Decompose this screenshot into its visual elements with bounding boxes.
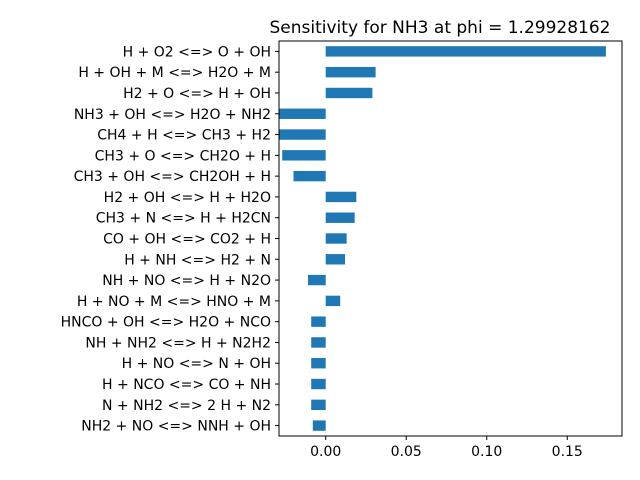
bar-10 — [325, 254, 346, 265]
bar-16 — [311, 378, 326, 390]
bar-17 — [311, 399, 326, 411]
bar-11 — [307, 274, 326, 286]
bar-5 — [282, 150, 326, 161]
bar-2 — [325, 87, 373, 99]
category-label: CH3 + OH <=> CH2OH + H — [74, 169, 271, 185]
bar-18 — [312, 420, 326, 431]
category-label: NH3 + OH <=> H2O + NH2 — [74, 107, 271, 123]
bar-7 — [325, 191, 357, 203]
category-label: H2 + OH <=> H + H2O — [104, 190, 271, 206]
bar-12 — [325, 295, 341, 307]
bar-3 — [279, 108, 326, 119]
bar-4 — [279, 129, 326, 140]
category-label: H + NO + M <=> HNO + M — [77, 294, 271, 310]
x-tick-label: 0.05 — [391, 444, 422, 460]
category-label: N + NH2 <=> 2 H + N2 — [102, 398, 271, 414]
category-label: H + NCO <=> CO + NH — [102, 377, 271, 393]
bar-13 — [311, 316, 326, 327]
category-label: CH3 + O <=> CH2O + H — [95, 148, 271, 164]
bar-0 — [325, 46, 606, 57]
plot-frame — [278, 40, 623, 437]
bar-9 — [325, 233, 347, 244]
category-labels: H + O2 <=> O + OH H + OH + M <=> H2O + M H… — [61, 44, 279, 435]
category-label: H + NH <=> H2 + N — [124, 252, 271, 268]
category-label: HNCO + OH <=> H2O + NCO — [61, 315, 271, 331]
category-label: CH4 + H <=> CH3 + H2 — [97, 128, 271, 144]
bar-8 — [325, 212, 355, 223]
chart-title: Sensitivity for NH3 at phi = 1.29928162 — [270, 18, 611, 38]
category-label: H + NO <=> N + OH — [122, 356, 271, 372]
category-label: H + O2 <=> O + OH — [123, 44, 271, 60]
category-label: CH3 + N <=> H + H2CN — [96, 211, 271, 227]
x-tick-label: 0.00 — [310, 444, 341, 460]
category-label: CO + OH <=> CO2 + H — [103, 232, 271, 248]
bars-group — [279, 46, 606, 431]
bar-14 — [311, 337, 326, 348]
x-tick-label: 0.10 — [471, 444, 502, 460]
bar-1 — [325, 66, 376, 78]
x-axis-ticks: 0.00 0.05 0.10 0.15 — [310, 436, 583, 460]
category-label: NH + NH2 <=> H + N2H2 — [85, 335, 271, 351]
category-label: NH + NO <=> H + N2O — [102, 273, 271, 289]
category-label: H2 + O <=> H + OH — [123, 86, 271, 102]
bar-6 — [293, 170, 326, 182]
category-label: NH2 + NO <=> NNH + OH — [81, 419, 271, 435]
bar-15 — [311, 358, 326, 369]
x-tick-label: 0.15 — [552, 444, 583, 460]
category-label: H + OH + M <=> H2O + M — [78, 65, 271, 81]
